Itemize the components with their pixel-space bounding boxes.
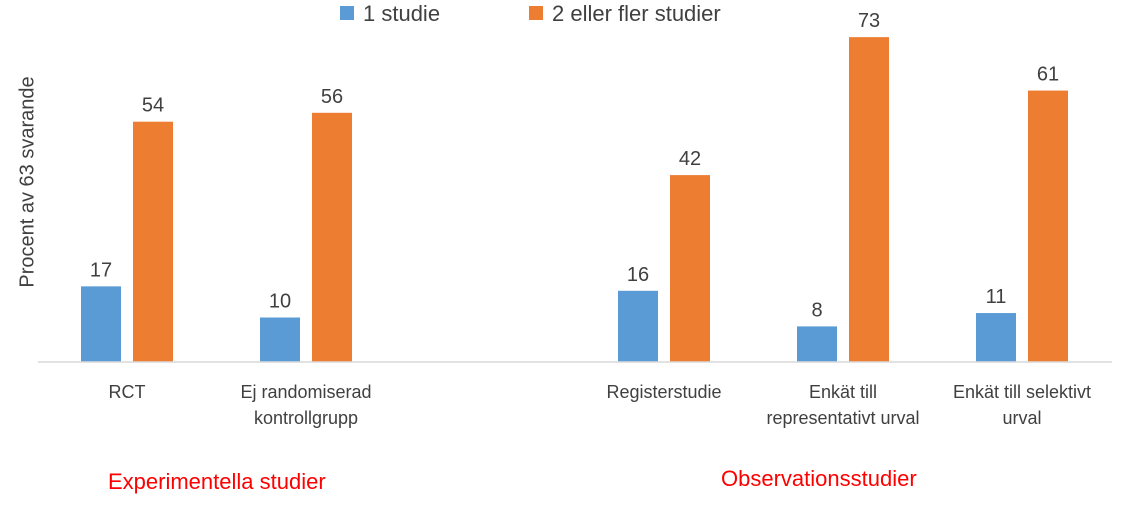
bar-one-study-4 [976,313,1016,362]
x-tick-label: Enkät till [809,382,877,402]
x-tick-label: Registerstudie [606,382,721,402]
bar-one-study-0 [81,286,121,362]
data-label: 54 [142,95,164,117]
data-label: 56 [321,86,343,108]
bar-two-or-more-4 [1028,90,1068,363]
bar-one-study-3 [797,326,837,362]
data-label: 16 [627,264,649,286]
bar-one-study-1 [260,317,300,362]
legend-swatch [529,6,543,20]
data-label: 11 [986,286,1007,308]
bar-two-or-more-3 [849,37,889,363]
data-label: 42 [679,148,701,170]
legend: 1 studie 2 eller fler studier [340,1,721,26]
data-label: 17 [90,259,112,281]
data-label: 10 [269,291,291,313]
data-label: 8 [811,299,822,321]
legend-swatch [340,6,354,20]
bars [81,37,1068,363]
x-tick-label: Ej randomiserad [240,382,371,402]
x-tick-label: RCT [109,382,146,402]
legend-label: 1 studie [363,1,440,26]
x-tick-label: representativt urval [766,408,919,428]
y-axis-label: Procent av 63 svarande [16,76,38,287]
data-label: 61 [1037,64,1059,86]
group-label-experimental: Experimentella studier [108,469,326,494]
x-tick-label: Enkät till selektivt [953,382,1091,402]
bar-one-study-2 [618,290,658,362]
x-tick-label: urval [1002,408,1041,428]
bar-two-or-more-1 [312,112,352,362]
legend-label: 2 eller fler studier [552,1,721,26]
data-labels: 17 10 16 8 11 54 56 42 73 61 [90,10,1059,321]
bar-two-or-more-0 [133,121,173,362]
x-tick-labels: RCT Ej randomiserad kontrollgrupp Registers… [109,382,1092,428]
group-label-observational: Observationsstudier [721,466,917,491]
bar-two-or-more-2 [670,175,710,362]
x-tick-label: kontrollgrupp [254,408,358,428]
data-label: 73 [858,10,880,32]
